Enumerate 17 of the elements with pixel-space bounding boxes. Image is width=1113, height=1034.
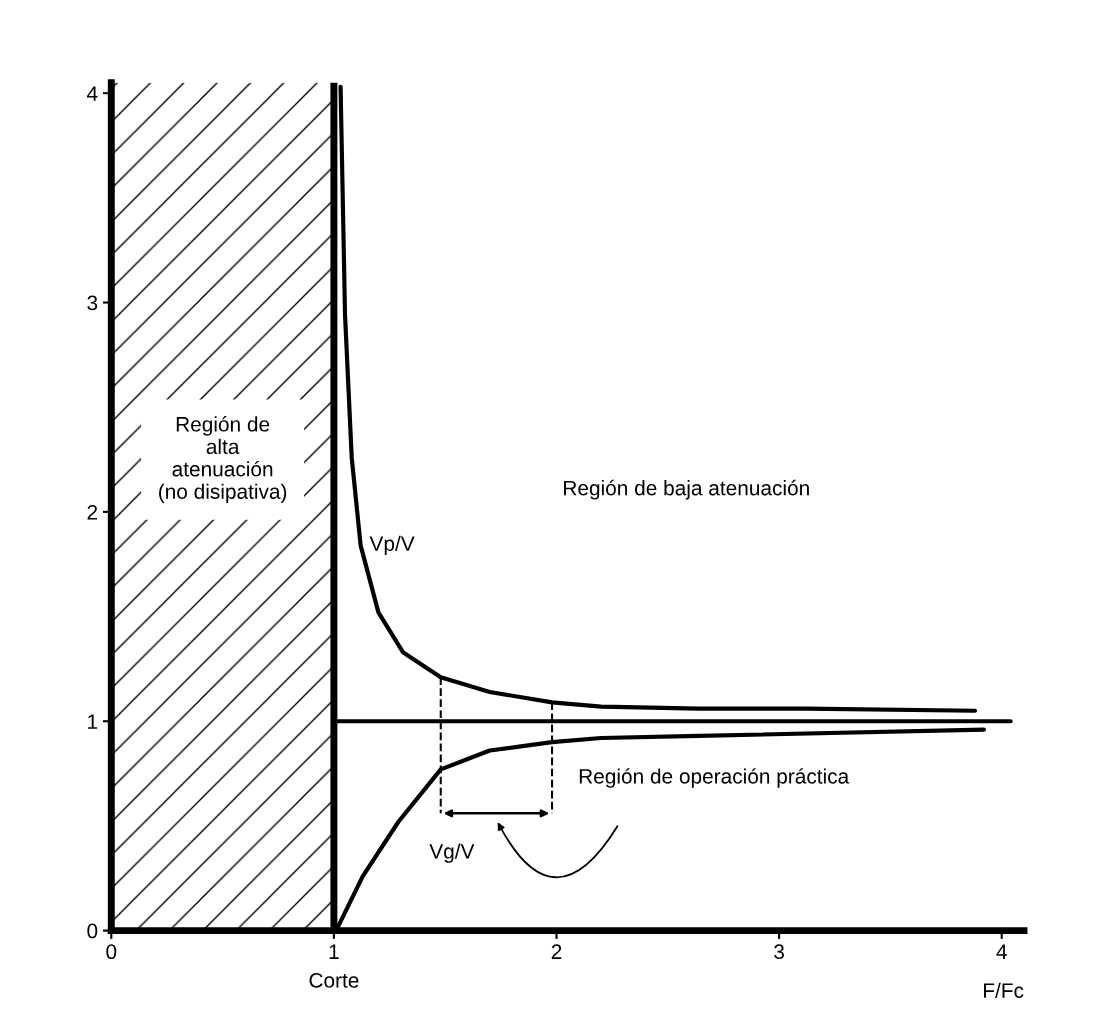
y-tick-label: 1 <box>88 714 98 729</box>
annotation: Región de baja atenuación <box>564 479 809 500</box>
x-tick-label: 4 <box>996 944 1007 959</box>
y-tick-label: 3 <box>87 295 98 311</box>
x-tick-label: 1 <box>329 944 339 959</box>
y-tick-label: 2 <box>87 504 98 520</box>
y-tick-label: 4 <box>87 86 98 101</box>
series-label: Vp/V <box>369 535 415 556</box>
ref-line-label: Corte <box>309 973 359 988</box>
x-tick-label: 0 <box>106 944 117 960</box>
x-axis-title: F/Fc <box>984 982 1024 998</box>
band-label: Región de alta atenuación (no disipativa) <box>159 416 287 504</box>
x-tick-label: 3 <box>774 944 784 960</box>
x-tick-label: 2 <box>551 944 562 959</box>
y-tick-label: 0 <box>87 923 98 939</box>
annotation: Región de operación práctica <box>579 768 850 788</box>
series-label: Vg/V <box>429 843 475 863</box>
